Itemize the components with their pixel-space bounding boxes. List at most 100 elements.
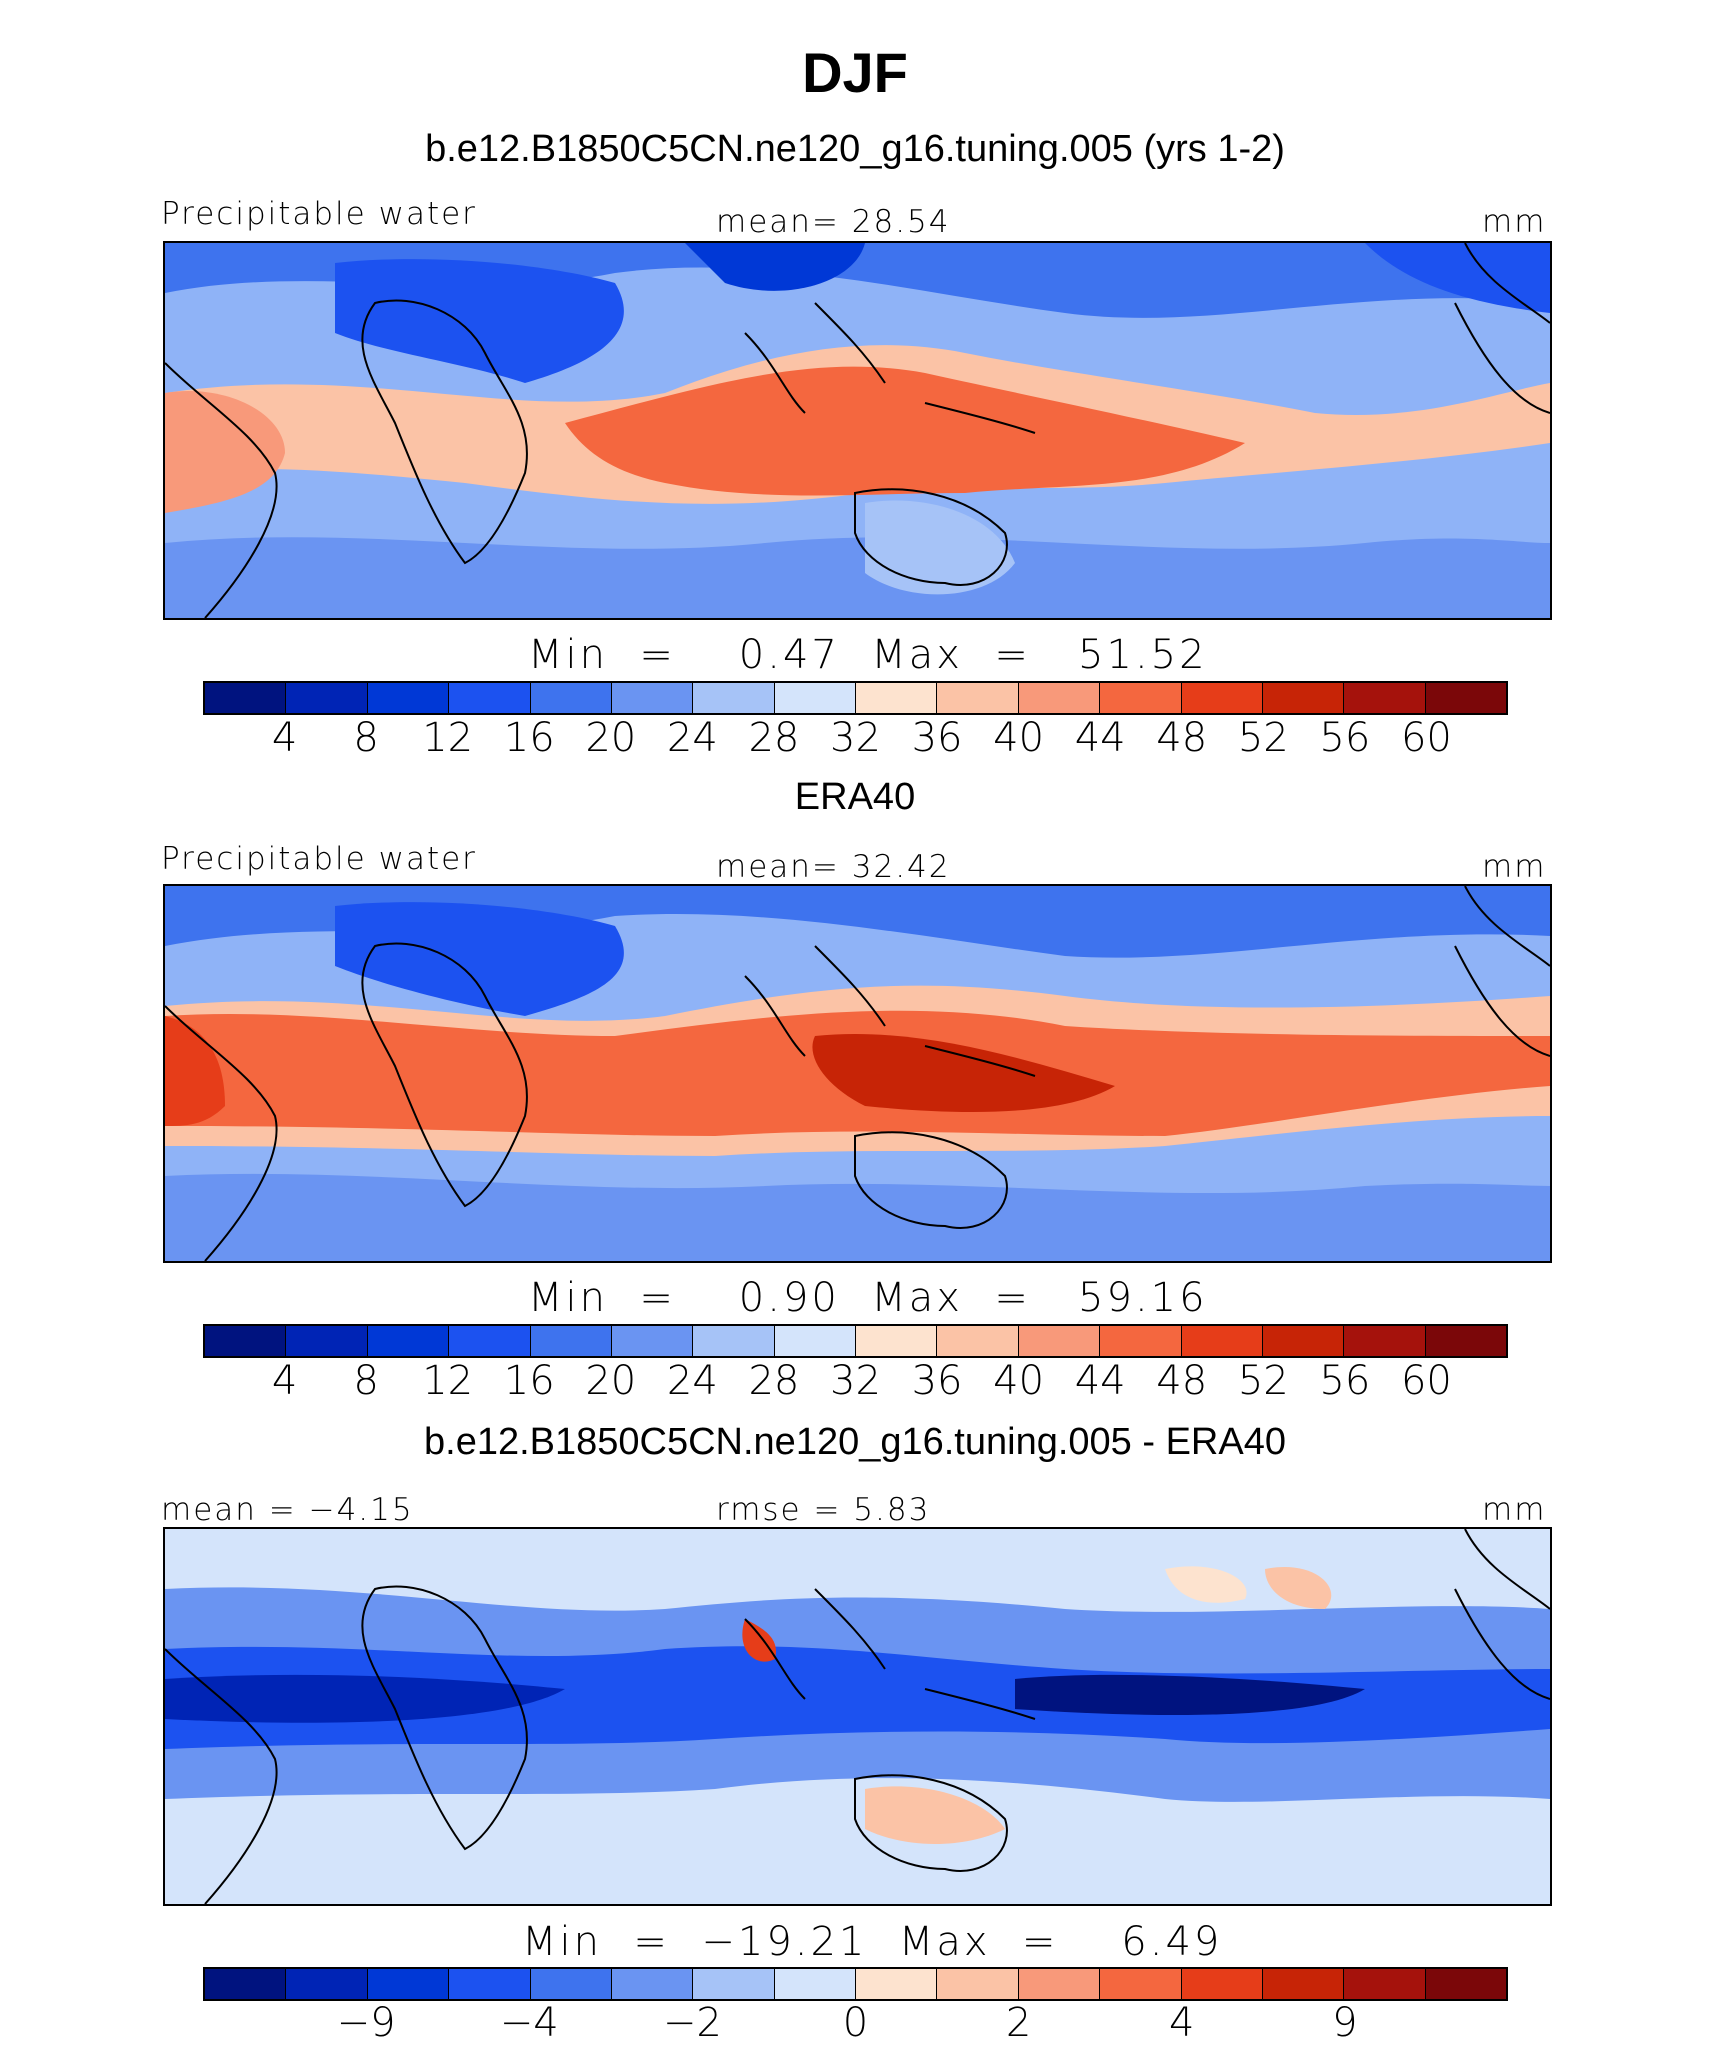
panel-2-mean-label: mean= 32.42	[716, 849, 951, 885]
colorbar-segment	[693, 1326, 775, 1356]
colorbar-tick-label: 32	[830, 715, 881, 761]
colorbar-tick-label: 36	[911, 1358, 963, 1404]
panel-2-variable-label: Precipitable water	[161, 841, 477, 877]
colorbar-segment	[449, 1969, 531, 1999]
colorbar-segment	[1018, 1969, 1101, 1999]
colorbar-segment	[1425, 1326, 1506, 1356]
colorbar-segment	[1262, 1326, 1345, 1356]
colorbar-segment	[367, 683, 450, 713]
colorbar-segment	[856, 1969, 938, 1999]
figure-title: DJF	[802, 41, 908, 104]
colorbar-segment	[1262, 683, 1345, 713]
colorbar-tick-label: 20	[585, 1358, 637, 1404]
colorbar-segment	[1344, 1969, 1426, 1999]
colorbar-segment	[286, 1326, 368, 1356]
panel-2-map	[163, 884, 1552, 1263]
colorbar-segment	[1100, 1326, 1182, 1356]
panel-3-mean-label: mean = −4.15	[161, 1492, 414, 1528]
colorbar-segment	[367, 1326, 450, 1356]
colorbar-tick-label: 32	[830, 1358, 881, 1404]
panel-3-map	[163, 1527, 1552, 1906]
colorbar-tick-label: 60	[1400, 715, 1452, 761]
colorbar-segment	[449, 683, 531, 713]
colorbar-segment	[1181, 1326, 1263, 1356]
colorbar-tick-label: 48	[1156, 1358, 1208, 1404]
panel-1-mean-label: mean= 28.54	[716, 204, 951, 240]
colorbar-tick-label: 56	[1319, 715, 1371, 761]
colorbar-segment	[1100, 1969, 1182, 1999]
colorbar-segment	[1018, 1326, 1101, 1356]
colorbar-tick-label: 8	[353, 1358, 379, 1404]
colorbar-segment	[530, 1969, 612, 1999]
panel-3-rmse-label: rmse = 5.83	[716, 1492, 931, 1528]
colorbar-segment	[774, 1326, 856, 1356]
colorbar-tick-label: 24	[666, 715, 718, 761]
colorbar-segment	[205, 1969, 287, 1999]
colorbar-segment	[530, 683, 612, 713]
colorbar-tick-label: 60	[1400, 1358, 1452, 1404]
colorbar-tick-label: 4	[271, 715, 298, 761]
colorbar-segment	[367, 1969, 450, 1999]
colorbar-tick-label: 56	[1319, 1358, 1371, 1404]
colorbar-tick-label: 28	[748, 715, 800, 761]
colorbar-tick-label: 28	[748, 1358, 800, 1404]
colorbar-segment	[1100, 683, 1182, 713]
colorbar-segment	[937, 1969, 1019, 1999]
colorbar-tick-label: 24	[666, 1358, 718, 1404]
panel-1-units-label: mm	[1482, 204, 1547, 240]
colorbar-segment	[611, 683, 694, 713]
panel-3-title: b.e12.B1850C5CN.ne120_g16.tuning.005 - E…	[424, 1421, 1286, 1463]
colorbar-tick-label: 4	[1169, 2000, 1195, 2046]
colorbar-tick-label: 16	[503, 1358, 555, 1404]
colorbar-segment	[937, 683, 1019, 713]
colorbar-tick-label: 4	[271, 1358, 298, 1404]
colorbar-tick-label: 40	[993, 715, 1045, 761]
colorbar-tick-label: 12	[422, 1358, 474, 1404]
panel-2-minmax: Min = 0.90 Max = 59.16	[528, 1275, 1208, 1321]
colorbar-segment	[286, 683, 368, 713]
panel-3-units-label: mm	[1482, 1492, 1547, 1528]
panel-1-title: b.e12.B1850C5CN.ne120_g16.tuning.005 (yr…	[425, 128, 1285, 170]
colorbar-tick-label: 44	[1074, 715, 1126, 761]
panel-2-colorbar-ticks: 4 8 12 16 20 24 28 32 36 40 44 48 52 56 60	[203, 1358, 1508, 1408]
colorbar-tick-label: −2	[662, 2000, 722, 2046]
colorbar-segment	[1018, 683, 1101, 713]
colorbar-segment	[693, 683, 775, 713]
colorbar-segment	[449, 1326, 531, 1356]
colorbar-segment	[286, 1969, 368, 1999]
colorbar-segment	[205, 683, 287, 713]
panel-2-title: ERA40	[794, 776, 916, 818]
colorbar-tick-label: 40	[993, 1358, 1045, 1404]
colorbar-segment	[530, 1326, 612, 1356]
colorbar-segment	[1181, 1969, 1263, 1999]
panel-1-colorbar	[203, 681, 1508, 715]
panel-3-minmax: Min = −19.21 Max = 6.49	[522, 1919, 1223, 1965]
panel-3-colorbar	[203, 1967, 1508, 2001]
colorbar-segment	[1344, 1326, 1426, 1356]
panel-1-minmax: Min = 0.47 Max = 51.52	[528, 632, 1208, 678]
colorbar-tick-label: −9	[336, 2000, 396, 2046]
colorbar-tick-label: −4	[499, 2000, 559, 2046]
colorbar-tick-label: 0	[842, 2000, 869, 2046]
colorbar-segment	[1344, 683, 1426, 713]
colorbar-segment	[1262, 1969, 1345, 1999]
colorbar-segment	[856, 1326, 938, 1356]
colorbar-segment	[937, 1326, 1019, 1356]
colorbar-segment	[1425, 683, 1506, 713]
colorbar-segment	[1181, 683, 1263, 713]
colorbar-tick-label: 16	[503, 715, 555, 761]
colorbar-segment	[693, 1969, 775, 1999]
colorbar-tick-label: 9	[1332, 2000, 1358, 2046]
colorbar-segment	[774, 683, 856, 713]
colorbar-segment	[1425, 1969, 1506, 1999]
panel-3-colorbar-ticks: −9 −4 −2 0 2 4 9	[203, 2000, 1508, 2050]
colorbar-segment	[205, 1326, 287, 1356]
colorbar-tick-label: 12	[422, 715, 474, 761]
colorbar-tick-label: 36	[911, 715, 963, 761]
colorbar-tick-label: 52	[1237, 1358, 1289, 1404]
colorbar-tick-label: 44	[1074, 1358, 1126, 1404]
colorbar-tick-label: 52	[1237, 715, 1289, 761]
colorbar-tick-label: 20	[585, 715, 637, 761]
colorbar-segment	[611, 1326, 694, 1356]
colorbar-tick-label: 8	[353, 715, 379, 761]
